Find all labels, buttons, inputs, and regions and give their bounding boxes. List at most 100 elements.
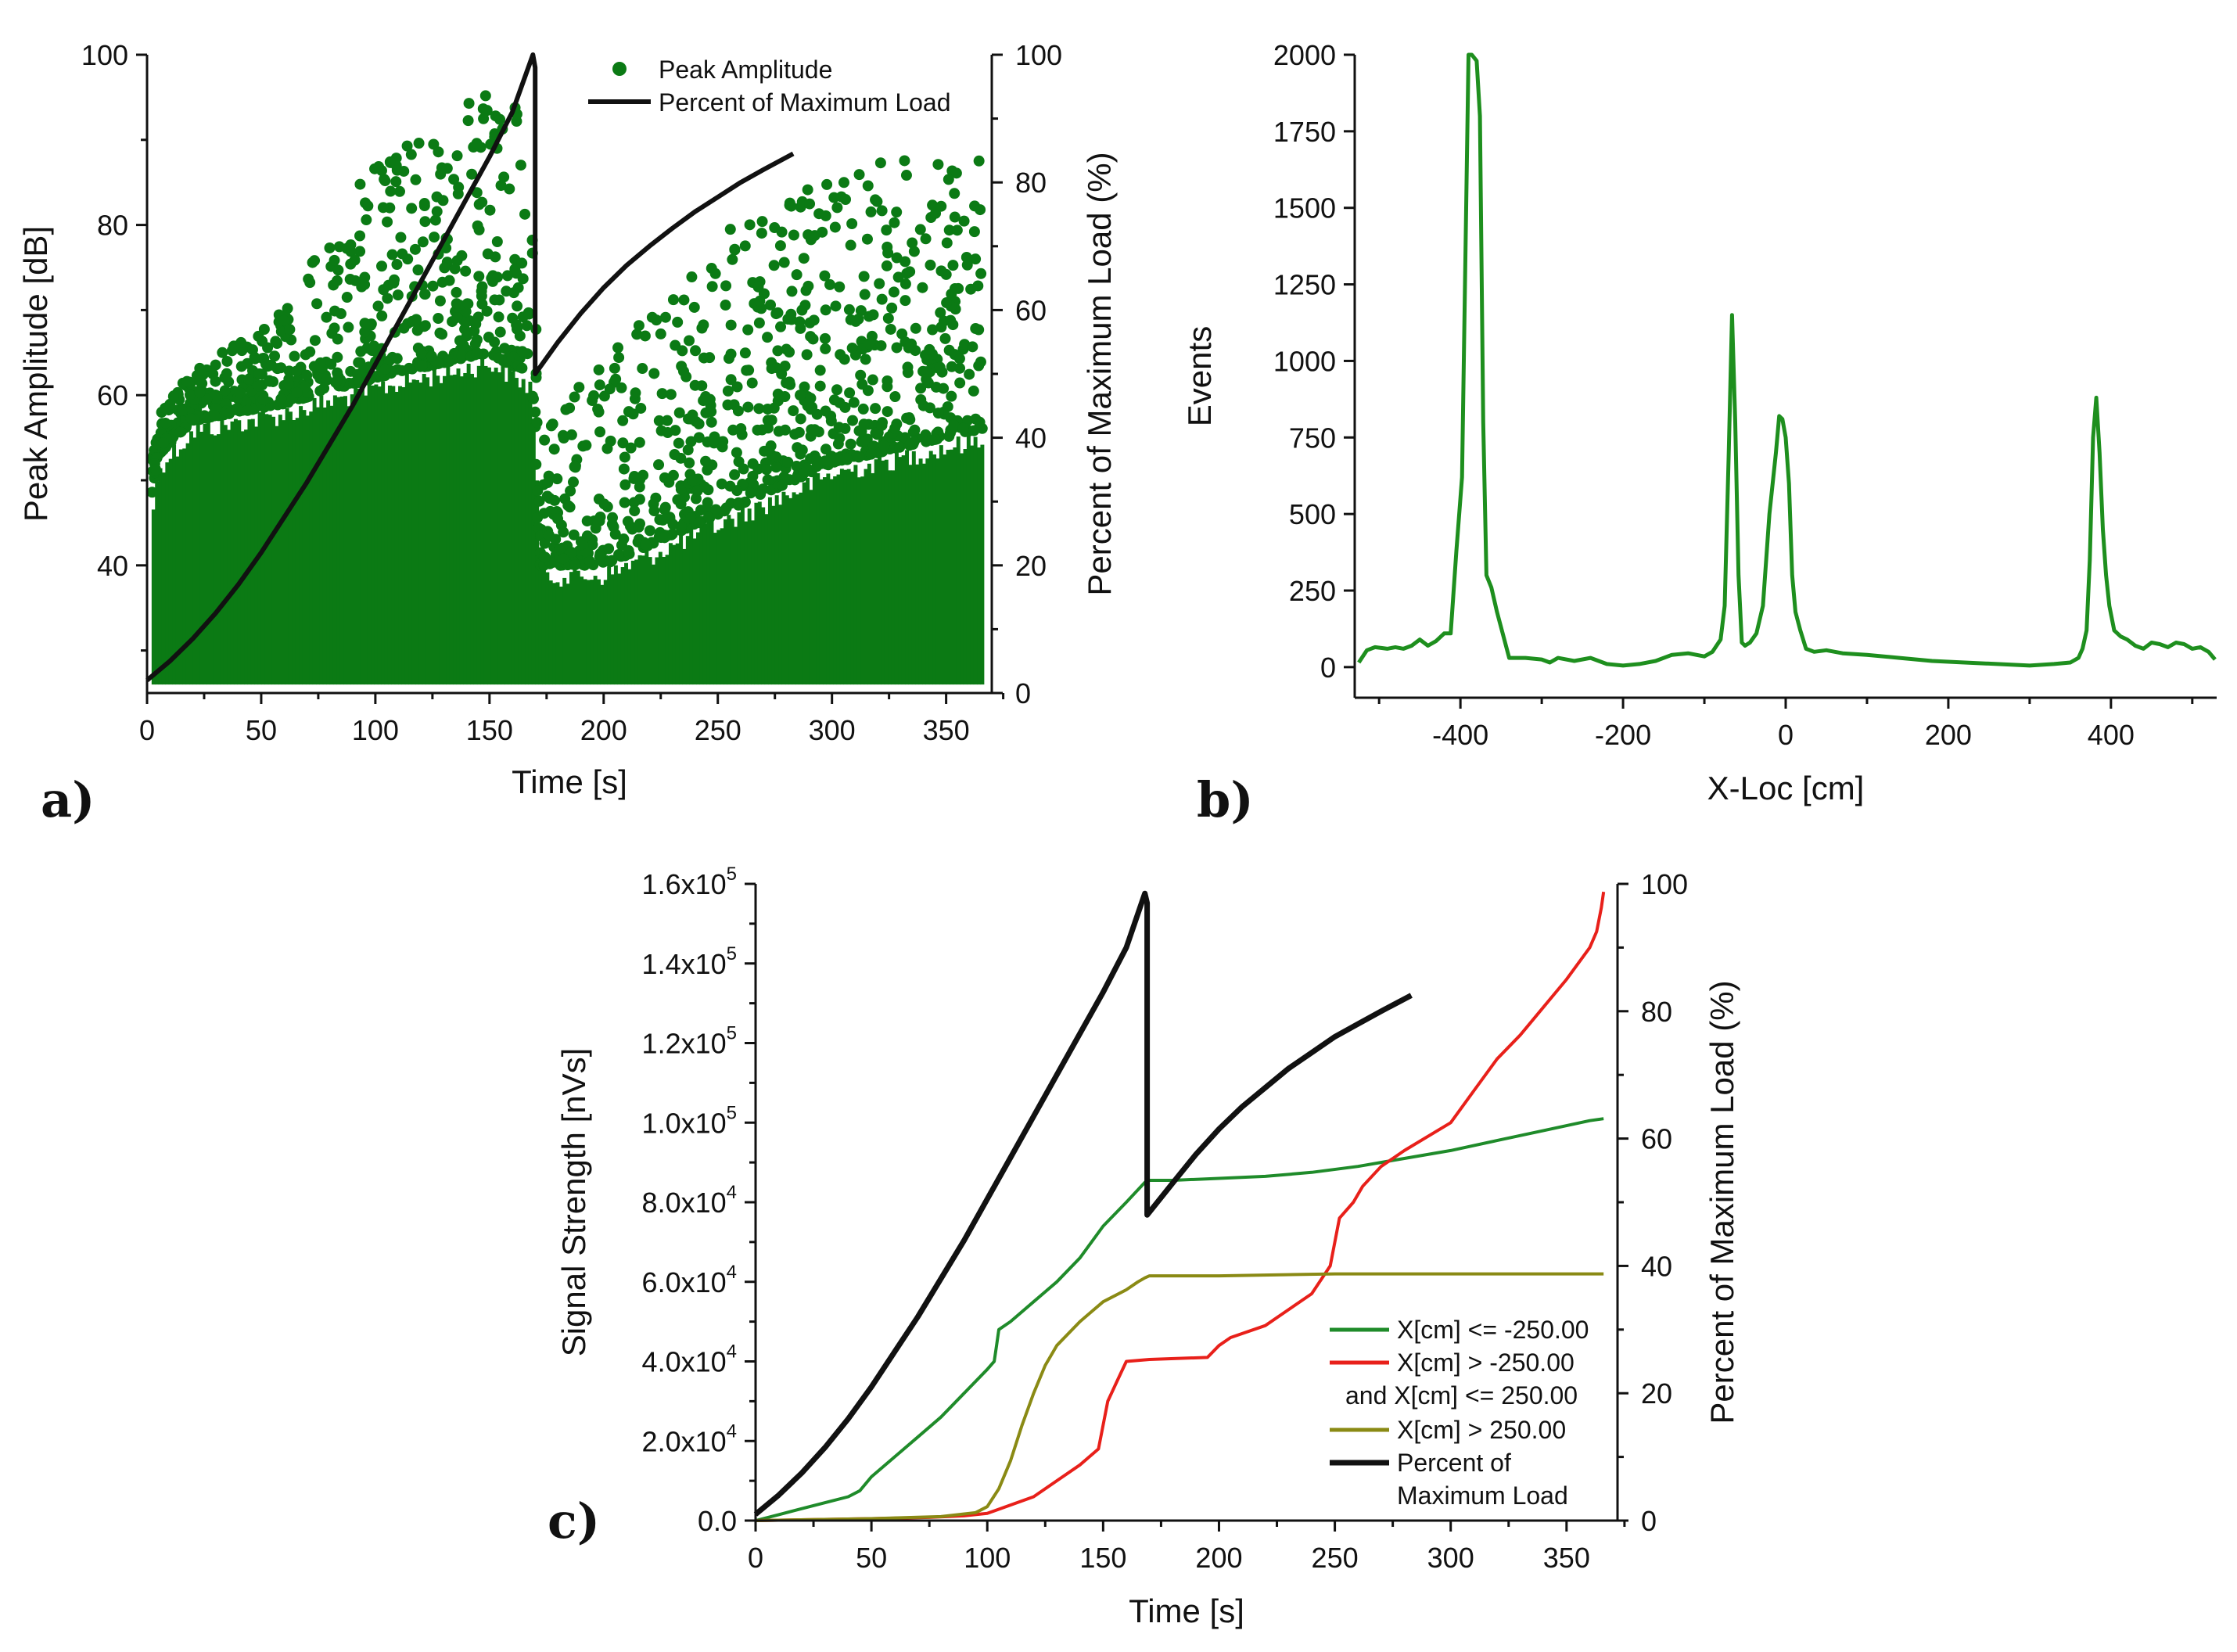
scatter-point: [395, 232, 407, 243]
scatter-point: [864, 338, 875, 350]
scatter-point: [684, 335, 695, 347]
percent-load-line: [145, 52, 795, 682]
scatter-point: [967, 341, 978, 353]
scatter-point: [886, 302, 898, 314]
scatter-dense-band: [432, 369, 436, 685]
scatter-dense-band: [336, 397, 341, 685]
scatter-dense-band: [299, 406, 303, 685]
scatter-point: [477, 103, 489, 115]
scatter-point: [439, 262, 451, 274]
scatter-point: [876, 205, 888, 217]
scatter-dense-band: [966, 433, 971, 685]
scatter-point: [686, 271, 698, 283]
scatter-point: [900, 170, 912, 181]
scatter-point: [805, 404, 817, 415]
scatter-dense-band: [387, 385, 392, 685]
scatter-dense-band: [411, 379, 416, 685]
scatter-point: [304, 346, 316, 357]
scatter-point: [522, 348, 533, 360]
scatter-point: [742, 324, 754, 336]
scatter-point: [382, 216, 393, 228]
scatter-dense-band: [853, 465, 858, 685]
scatter-point: [779, 424, 791, 436]
scatter-point: [753, 317, 765, 329]
scatter-point: [451, 286, 462, 298]
scatter-point: [538, 508, 550, 519]
scatter-dense-band: [463, 372, 468, 685]
scatter-dense-band: [569, 572, 573, 685]
y-tick-exponent: 5: [727, 864, 737, 885]
scatter-point: [899, 295, 911, 307]
scatter-dense-band: [973, 436, 978, 685]
scatter-point: [391, 353, 403, 365]
scatter-point: [688, 301, 700, 313]
scatter-point: [704, 352, 716, 364]
scatter-dense-band: [531, 418, 536, 685]
scatter-point: [373, 161, 385, 173]
scatter-dense-band: [223, 425, 228, 685]
scatter-point: [470, 318, 482, 330]
scatter-point: [870, 403, 882, 415]
scatter-dense-band: [956, 436, 961, 685]
scatter-point: [765, 484, 777, 496]
scatter-point: [925, 259, 936, 271]
scatter-point: [354, 246, 366, 257]
scatter-point: [741, 365, 752, 376]
scatter-point: [581, 515, 593, 527]
scatter-point: [289, 350, 300, 362]
scatter-point: [349, 254, 361, 266]
scatter-point: [820, 455, 831, 467]
scatter-point: [618, 463, 630, 475]
scatter-dense-band: [535, 480, 540, 685]
scatter-point: [565, 485, 576, 497]
x-tick-label: 150: [1079, 1542, 1126, 1574]
scatter-point: [436, 276, 448, 288]
scatter-point: [817, 226, 828, 238]
scatter-point: [608, 521, 619, 533]
scatter-point: [548, 444, 560, 455]
y-tick-mantissa: 0.0: [698, 1505, 737, 1537]
panel-c-axes: 0 50 100 150 200 250 300 3500.02.0x1044.0x1046.…: [642, 864, 1689, 1574]
scatter-point: [843, 303, 855, 315]
panel-b-axes: -400 -200 0 200 400 0 250 500 750 1000 1250 1500 175…: [1273, 39, 2217, 751]
y-tick-mantissa: 1.4x10: [642, 948, 727, 980]
scatter-point: [376, 260, 388, 272]
scatter-point: [709, 268, 721, 279]
scatter-point: [706, 416, 717, 428]
scatter-point: [511, 319, 522, 331]
scatter-dense-band: [332, 395, 337, 685]
scatter-point: [625, 442, 637, 454]
scatter-point: [871, 429, 883, 440]
scatter-point: [372, 300, 384, 312]
y-tick-label: 4.0x104: [642, 1341, 737, 1378]
scatter-point: [361, 214, 372, 226]
scatter-point: [696, 322, 708, 334]
scatter-point: [362, 200, 374, 212]
scatter-point: [909, 424, 921, 436]
scatter-dense-band: [884, 459, 889, 685]
scatter-dense-band: [384, 393, 389, 685]
scatter-point: [973, 155, 985, 167]
scatter-dense-band: [716, 530, 721, 685]
scatter-dense-band: [946, 450, 950, 685]
scatter-point: [523, 308, 535, 320]
scatter-point: [746, 377, 758, 389]
scatter-dense-band: [230, 421, 235, 685]
scatter-point: [675, 520, 687, 532]
scatter-point: [814, 365, 826, 376]
scatter-dense-band: [504, 381, 508, 685]
scatter-point: [768, 260, 780, 271]
scatter-dense-band: [774, 495, 779, 685]
scatter-point: [795, 413, 806, 425]
scatter-dense-band: [679, 534, 684, 685]
scatter-point: [634, 436, 645, 448]
scatter-point: [639, 330, 651, 342]
scatter-point: [915, 393, 927, 405]
scatter-point: [926, 434, 938, 446]
scatter-dense-band: [227, 429, 232, 685]
scatter-point: [461, 330, 472, 342]
scatter-point: [309, 255, 321, 267]
scatter-point: [727, 253, 738, 265]
scatter-point: [805, 393, 817, 404]
scatter-point: [587, 539, 598, 551]
